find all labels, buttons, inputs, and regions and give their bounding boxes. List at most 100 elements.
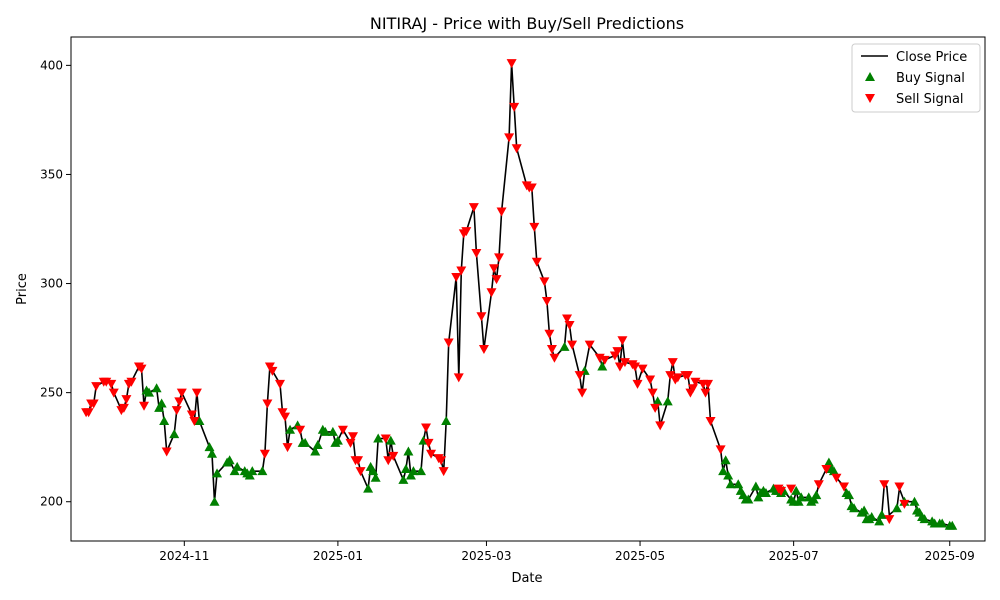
buy-signal-marker bbox=[232, 461, 243, 471]
buy-signal-marker bbox=[874, 516, 885, 526]
sell-signal-marker bbox=[471, 249, 482, 258]
x-tick-label: 2025-07 bbox=[769, 549, 819, 563]
sell-signal-marker bbox=[647, 388, 658, 398]
sell-signal-marker bbox=[884, 515, 895, 525]
sell-signal-marker bbox=[83, 408, 94, 418]
sell-signal-marker bbox=[337, 425, 348, 435]
y-axis: 200 250 300 350 400 bbox=[40, 58, 71, 509]
sell-signal-marker bbox=[383, 456, 394, 466]
chart-title: NITIRAJ - Price with Buy/Sell Prediction… bbox=[370, 14, 684, 33]
sell-signal-marker bbox=[894, 482, 905, 492]
sell-signal-marker bbox=[776, 486, 787, 496]
sell-signal-marker bbox=[380, 434, 391, 444]
sell-signal-marker bbox=[262, 399, 273, 409]
buy-signal-marker bbox=[212, 468, 223, 478]
buy-signal-marker bbox=[859, 505, 870, 515]
y-tick-label: 350 bbox=[40, 167, 63, 181]
sell-signal-marker bbox=[126, 377, 137, 387]
sell-signal-marker bbox=[496, 207, 507, 217]
sell-signal-marker bbox=[813, 480, 824, 490]
sell-signal-marker bbox=[619, 358, 630, 368]
sell-signal-marker bbox=[531, 257, 542, 267]
buy-signal-marker bbox=[919, 514, 930, 524]
sell-signal-marker bbox=[544, 329, 555, 339]
buy-signal-marker bbox=[725, 479, 736, 489]
sell-signal-marker bbox=[423, 438, 434, 448]
sell-signal-marker bbox=[189, 417, 200, 426]
y-tick-label: 250 bbox=[40, 386, 63, 400]
legend-label-close: Close Price bbox=[896, 50, 967, 65]
buy-signal-marker bbox=[320, 426, 331, 436]
buy-signal-marker bbox=[169, 429, 180, 439]
buy-signal-marker bbox=[204, 442, 215, 452]
legend-buy-marker bbox=[865, 72, 875, 81]
sell-signal-marker bbox=[478, 345, 489, 354]
sell-signal-marker bbox=[703, 379, 714, 389]
sell-signal-marker bbox=[899, 499, 910, 509]
buy-signal-marker bbox=[718, 466, 729, 476]
sell-signal-marker bbox=[476, 312, 487, 322]
x-axis-title: Date bbox=[511, 571, 542, 586]
legend-label-sell: Sell Signal bbox=[896, 92, 964, 107]
sell-signal-marker bbox=[171, 406, 182, 416]
sell-signal-marker bbox=[388, 451, 399, 461]
buy-signal-marker bbox=[209, 496, 220, 506]
buy-signal-marker bbox=[866, 512, 877, 521]
sell-signal-marker bbox=[637, 364, 648, 374]
buy-signal-marker bbox=[194, 416, 205, 425]
buy-signal-marker bbox=[597, 361, 608, 371]
buy-signal-marker bbox=[720, 455, 731, 465]
sell-signal-marker bbox=[526, 183, 537, 193]
x-tick-label: 2025-03 bbox=[461, 549, 511, 563]
sell-signal-marker bbox=[574, 371, 585, 381]
buy-signal-marker bbox=[760, 488, 771, 497]
buy-signal-marker bbox=[332, 435, 343, 445]
sell-signal-marker bbox=[672, 373, 683, 383]
buy-signal-marker bbox=[400, 464, 411, 473]
sell-signal-marker bbox=[511, 144, 522, 154]
sell-signal-marker bbox=[468, 203, 479, 213]
sell-signal-marker bbox=[461, 227, 472, 237]
sell-signal-marker bbox=[259, 449, 270, 459]
sell-signal-marker bbox=[121, 395, 132, 405]
sell-signal-marker bbox=[274, 379, 285, 389]
sell-signal-marker bbox=[617, 336, 628, 346]
sell-signal-marker bbox=[539, 277, 550, 287]
sell-signal-marker bbox=[186, 410, 197, 420]
sell-signal-marker bbox=[564, 321, 575, 330]
sell-signal-marker bbox=[489, 264, 500, 274]
sell-signal-marker bbox=[831, 473, 842, 483]
sell-signal-marker bbox=[426, 449, 437, 459]
y-tick-label: 200 bbox=[40, 495, 63, 509]
sell-signal-marker bbox=[443, 338, 454, 348]
buy-signal-marker bbox=[559, 341, 570, 351]
sell-signal-marker bbox=[106, 379, 117, 389]
buy-signal-marker bbox=[415, 466, 426, 476]
legend: Close Price Buy Signal Sell Signal bbox=[851, 43, 981, 113]
x-axis: 2024-11 2025-01 2025-03 2025-05 2025-07 2025-… bbox=[159, 541, 975, 563]
sell-signal-marker bbox=[632, 379, 643, 389]
sell-signal-marker bbox=[421, 423, 432, 433]
buy-signal-marker bbox=[151, 383, 162, 393]
sell-signal-marker bbox=[509, 102, 520, 112]
y-tick-label: 400 bbox=[40, 58, 63, 72]
buy-signal-marker bbox=[159, 416, 170, 425]
sell-signal-marker bbox=[549, 353, 560, 363]
sell-signal-marker bbox=[655, 421, 666, 431]
sell-signal-marker bbox=[577, 388, 588, 398]
buy-signal-marker bbox=[398, 474, 409, 484]
y-tick-label: 300 bbox=[40, 277, 63, 291]
x-tick-label: 2024-11 bbox=[159, 549, 209, 563]
buy-signal-marker bbox=[811, 490, 822, 500]
sell-signal-marker bbox=[821, 465, 832, 474]
buy-signal-marker bbox=[247, 466, 258, 476]
legend-sell-marker bbox=[865, 94, 875, 103]
buy-signal-marker bbox=[791, 485, 802, 495]
sell-signal-marker bbox=[667, 358, 678, 368]
sell-signal-marker bbox=[456, 266, 467, 276]
sell-signal-marker bbox=[838, 482, 849, 492]
sell-signal-marker bbox=[612, 347, 623, 357]
buy-signal-marker bbox=[750, 481, 761, 491]
y-axis-title: Price bbox=[15, 273, 30, 305]
